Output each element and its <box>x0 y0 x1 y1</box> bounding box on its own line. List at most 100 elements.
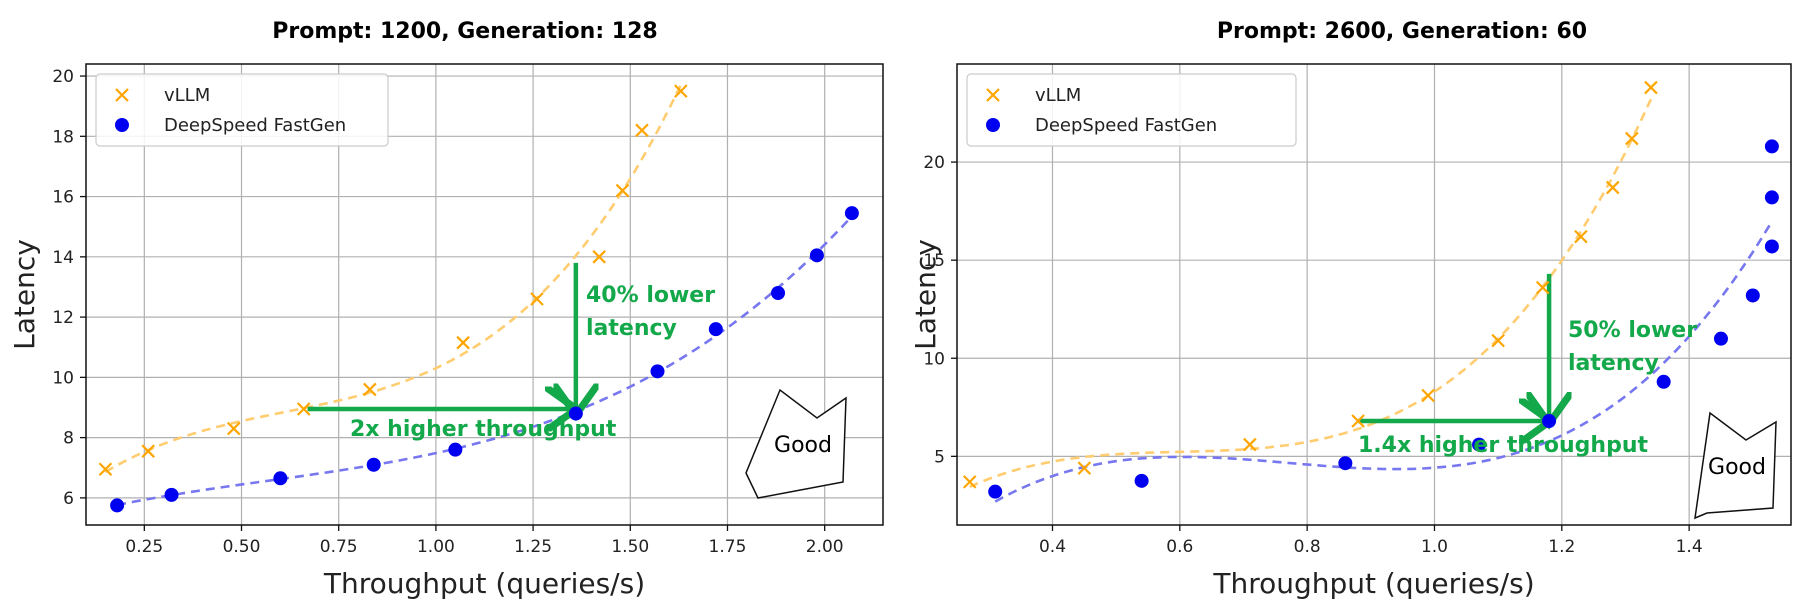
legend-label: DeepSpeed FastGen <box>1035 115 1217 136</box>
legend-label: DeepSpeed FastGen <box>164 115 346 136</box>
higher-throughput-label: 1.4x higher throughput <box>1358 433 1648 458</box>
fit-curve-vllm <box>104 84 682 474</box>
chart-panel-2: 0.4 0.6 0.8 1.0 1.2 1.4 5 10 15 20 Prompt: 2600, G… <box>909 19 1792 600</box>
data-point-vllm <box>530 292 544 306</box>
lower-latency-label-line2: latency <box>586 316 677 341</box>
chart-title: Prompt: 2600, Generation: 60 <box>1217 19 1587 44</box>
y-tick-label: 18 <box>52 127 74 147</box>
plot-frame <box>956 63 1792 526</box>
data-point-fastgen <box>448 442 463 457</box>
x-axis-label: Throughput (queries/s) <box>1212 567 1534 600</box>
good-label: Good <box>1708 455 1766 480</box>
data-point-vllm <box>141 444 155 458</box>
data-point-vllm <box>363 382 377 397</box>
data-point-fastgen <box>1338 456 1353 471</box>
data-point-fastgen <box>1764 239 1779 254</box>
data-point-fastgen <box>110 498 125 513</box>
x-tick-label: 1.4 <box>1676 537 1703 557</box>
plot-frame <box>85 63 884 526</box>
y-tick-label: 10 <box>52 368 74 388</box>
legend-marker-fastgen <box>115 118 129 132</box>
data-point-vllm <box>1077 461 1092 475</box>
lower-latency-label-line2: latency <box>1568 351 1659 376</box>
x-tick-label: 1.0 <box>1421 537 1448 557</box>
data-point-vllm <box>1625 131 1639 146</box>
data-point-fastgen <box>164 487 179 502</box>
data-point-vllm <box>674 84 688 98</box>
y-tick-label: 8 <box>63 429 74 449</box>
x-tick-label: 1.75 <box>709 537 747 557</box>
x-tick-label: 0.50 <box>223 537 261 557</box>
data-point-fastgen <box>988 484 1003 499</box>
good-label: Good <box>774 433 832 458</box>
data-point-vllm <box>1535 280 1550 295</box>
data-point-vllm <box>635 123 649 138</box>
y-axis-label: Latency <box>909 239 942 350</box>
data-point-fastgen <box>1656 374 1671 389</box>
x-tick-label: 0.4 <box>1039 537 1066 557</box>
data-point-fastgen <box>771 285 786 300</box>
good-direction-arrow <box>1694 411 1777 520</box>
good-direction-arrow <box>745 388 847 499</box>
data-point-vllm <box>1421 388 1435 403</box>
x-tick-label: 0.25 <box>125 537 163 557</box>
data-point-fastgen <box>366 457 381 472</box>
data-point-fastgen <box>1764 139 1779 154</box>
legend: vLLM DeepSpeed FastGen <box>95 73 389 147</box>
fit-curve-fastgen <box>994 220 1774 503</box>
x-tick-label: 0.8 <box>1294 537 1321 557</box>
legend-label: vLLM <box>164 85 210 106</box>
data-point-fastgen <box>844 206 859 221</box>
x-tick-label: 1.50 <box>611 537 649 557</box>
legend-marker-vllm <box>986 88 1000 102</box>
y-tick-label: 20 <box>52 67 74 87</box>
legend-marker-fastgen <box>986 118 1000 132</box>
x-tick-label: 2.00 <box>806 537 844 557</box>
data-point-fastgen <box>708 322 723 337</box>
chart-panel-1: 0.25 0.50 0.75 1.00 1.25 1.50 1.75 2.00 6 8 10 12 14… <box>8 19 884 600</box>
x-tick-label: 0.75 <box>320 537 358 557</box>
y-axis-label: Latency <box>8 239 41 350</box>
data-point-fastgen <box>1713 331 1728 346</box>
data-point-vllm <box>296 402 311 416</box>
fit-curve-fastgen <box>116 215 853 507</box>
data-point-vllm <box>615 183 630 198</box>
lower-latency-label-line1: 50% lower <box>1568 318 1697 343</box>
y-tick-label: 6 <box>63 489 74 509</box>
data-point-vllm <box>592 250 606 264</box>
y-tick-label: 20 <box>923 153 945 173</box>
y-tick-label: 5 <box>934 447 945 467</box>
higher-throughput-label: 2x higher throughput <box>350 417 617 442</box>
legend-marker-vllm <box>115 88 129 102</box>
data-point-fastgen <box>650 364 665 379</box>
data-point-fastgen <box>1134 473 1149 488</box>
y-tick-label: 12 <box>52 308 74 328</box>
x-tick-label: 1.25 <box>514 537 552 557</box>
data-point-fastgen <box>1542 414 1557 429</box>
x-axis-label: Throughput (queries/s) <box>323 567 645 600</box>
data-point-fastgen <box>1764 190 1779 205</box>
data-point-fastgen <box>1472 437 1487 452</box>
data-point-fastgen <box>273 471 288 486</box>
data-point-fastgen <box>809 248 824 263</box>
data-point-vllm <box>1243 437 1257 452</box>
data-point-vllm <box>226 421 241 436</box>
y-tick-label: 10 <box>923 349 945 369</box>
y-tick-label: 14 <box>52 248 74 268</box>
data-point-vllm <box>1351 414 1365 428</box>
data-point-vllm <box>1491 333 1505 348</box>
legend-label: vLLM <box>1035 85 1081 106</box>
data-point-vllm <box>1605 180 1620 195</box>
lower-latency-label-line1: 40% lower <box>586 283 715 308</box>
x-tick-label: 0.6 <box>1166 537 1193 557</box>
data-point-fastgen <box>1745 288 1760 303</box>
data-point-vllm <box>98 462 113 477</box>
data-point-vllm <box>1644 80 1658 95</box>
x-tick-label: 1.00 <box>417 537 455 557</box>
x-tick-label: 1.2 <box>1548 537 1575 557</box>
chart-title: Prompt: 1200, Generation: 128 <box>272 19 657 44</box>
y-tick-label: 15 <box>923 251 945 271</box>
data-point-vllm <box>1574 229 1588 244</box>
data-point-fastgen <box>568 406 583 421</box>
